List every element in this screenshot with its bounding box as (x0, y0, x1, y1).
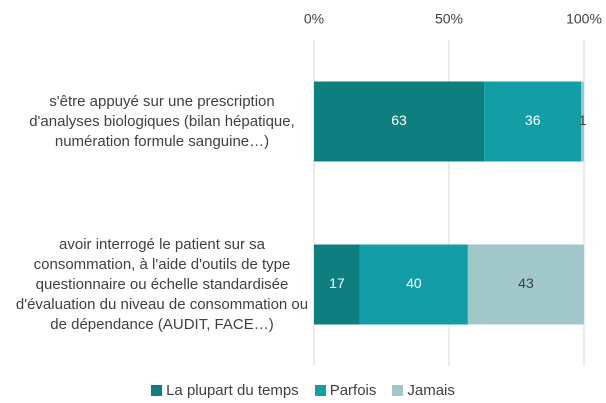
x-tick-label: 50% (435, 11, 463, 27)
value-label: 17 (329, 275, 345, 291)
bar-segment (581, 81, 584, 162)
legend-swatch (392, 385, 404, 396)
bar-segment (314, 244, 360, 325)
bar-segment (314, 81, 485, 162)
value-label: 43 (518, 275, 534, 291)
legend: La plupart du temps Parfois Jamais (0, 382, 606, 399)
legend-label: Jamais (407, 382, 455, 399)
x-tick-label: 0% (304, 11, 324, 27)
bar-segment (359, 244, 468, 325)
legend-item: Parfois (314, 382, 377, 399)
category-label: s'être appuyé sur une prescription d'ana… (29, 92, 295, 150)
legend-label: Parfois (329, 382, 377, 399)
category-label: avoir interrogé le patient sur sa consom… (15, 235, 309, 333)
legend-swatch (151, 385, 163, 396)
value-label: 63 (391, 112, 407, 128)
legend-item: La plupart du temps (151, 382, 299, 399)
value-label: 40 (406, 275, 422, 291)
legend-label: La plupart du temps (166, 382, 299, 399)
legend-item: Jamais (392, 382, 455, 399)
x-tick-label: 100% (566, 11, 602, 27)
value-label: 1 (579, 112, 587, 128)
value-label: 36 (525, 112, 541, 128)
bar-segment (484, 81, 582, 162)
legend-swatch (314, 385, 326, 396)
bar-segment (467, 244, 584, 325)
